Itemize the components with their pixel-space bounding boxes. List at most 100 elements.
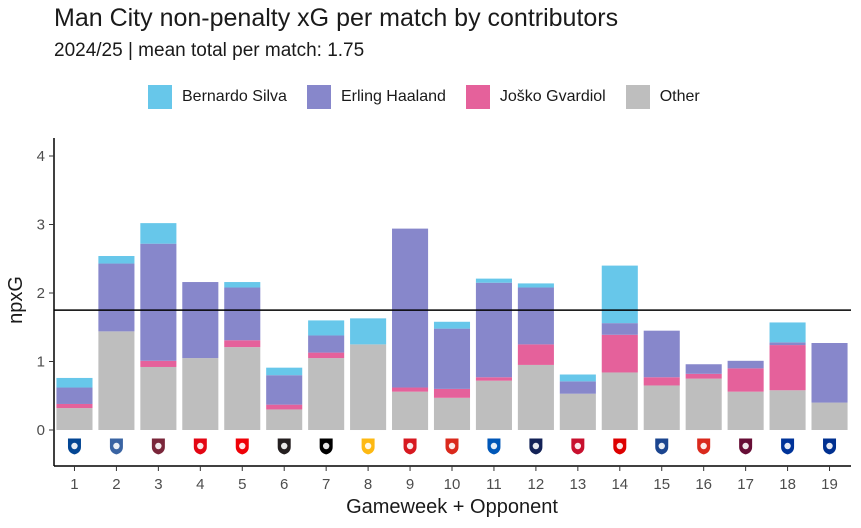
bar-segment-other-gw16 bbox=[685, 378, 722, 431]
x-axis: 1 2 3 4 5 6 7 8 9 10 11 12 13 14 15 16 17 18 19 bbox=[54, 465, 851, 493]
y-tick-label: 0 bbox=[37, 422, 45, 439]
bar-segment-bernardo-silva-gw6 bbox=[266, 367, 303, 376]
bar-segment-other-gw11 bbox=[475, 380, 512, 430]
bar-segment-erling-haaland-gw14 bbox=[601, 323, 638, 335]
bar-segment-other-gw10 bbox=[433, 397, 471, 430]
fulham-crest-icon bbox=[318, 437, 334, 456]
bar-segment-erling-haaland-gw17 bbox=[727, 360, 764, 369]
bar-segment-erling-haaland-gw9 bbox=[392, 228, 429, 388]
bar-segment-jo-ko-gvardiol-gw5 bbox=[224, 340, 261, 348]
y-tick-label: 1 bbox=[37, 354, 45, 371]
x-tick-label: 19 bbox=[821, 476, 838, 493]
y-axis: 0 1 2 3 4 bbox=[37, 138, 55, 466]
bar-segment-jo-ko-gvardiol-gw18 bbox=[769, 345, 806, 391]
bar-segment-bernardo-silva-gw2 bbox=[98, 256, 135, 264]
bar-segment-other-gw3 bbox=[140, 366, 177, 430]
legend-swatch bbox=[148, 85, 172, 109]
bar-segment-erling-haaland-gw18 bbox=[769, 342, 806, 346]
chart-legend: Bernardo Silva Erling Haaland Joško Gvardi… bbox=[148, 82, 720, 112]
bar-segment-other-gw12 bbox=[517, 364, 554, 430]
bar-segment-other-gw8 bbox=[350, 344, 387, 431]
x-tick-label: 3 bbox=[154, 476, 162, 493]
bar-segment-jo-ko-gvardiol-gw15 bbox=[643, 377, 680, 386]
y-tick-label: 4 bbox=[37, 148, 45, 165]
bar-segment-other-gw13 bbox=[559, 393, 596, 430]
legend-label: Other bbox=[659, 88, 700, 105]
bar-segment-jo-ko-gvardiol-gw9 bbox=[392, 387, 429, 392]
x-tick-label: 9 bbox=[406, 476, 414, 493]
x-tick-label: 12 bbox=[528, 476, 545, 493]
bar-segment-other-gw19 bbox=[811, 402, 848, 430]
x-tick-label: 10 bbox=[444, 476, 461, 493]
legend-label: Erling Haaland bbox=[340, 88, 446, 105]
bar-segment-other-gw5 bbox=[224, 347, 261, 430]
bar-segment-erling-haaland-gw5 bbox=[224, 287, 261, 341]
bar-segment-other-gw6 bbox=[266, 409, 303, 430]
bar-segment-other-gw18 bbox=[769, 390, 806, 430]
bar-segment-other-gw15 bbox=[643, 385, 680, 430]
chelsea-crest-icon bbox=[66, 437, 82, 456]
bar-segment-bernardo-silva-gw7 bbox=[308, 320, 345, 336]
bar-segment-bernardo-silva-gw12 bbox=[517, 283, 554, 288]
southampton-crest-icon bbox=[402, 437, 418, 456]
legend-item-other: Other bbox=[625, 85, 700, 109]
manchester-united-crest-icon bbox=[696, 437, 712, 456]
x-tick-label: 4 bbox=[196, 476, 204, 493]
x-tick-label: 15 bbox=[653, 476, 670, 493]
legend-label: Joško Gvardiol bbox=[499, 88, 606, 105]
aston-villa-crest-icon bbox=[738, 437, 754, 456]
chart-subtitle: 2024/25 | mean total per match: 1.75 bbox=[54, 40, 365, 61]
x-axis-title: Gameweek + Opponent bbox=[346, 496, 558, 518]
bar-segment-jo-ko-gvardiol-gw12 bbox=[517, 344, 554, 365]
bar-segment-jo-ko-gvardiol-gw3 bbox=[140, 360, 177, 367]
opponent-icons-group bbox=[66, 437, 838, 456]
bars-group bbox=[56, 223, 848, 431]
x-tick-label: 13 bbox=[569, 476, 586, 493]
bar-segment-jo-ko-gvardiol-gw16 bbox=[685, 373, 722, 379]
bar-segment-jo-ko-gvardiol-gw6 bbox=[266, 404, 303, 410]
bar-segment-jo-ko-gvardiol-gw10 bbox=[433, 388, 471, 398]
bar-segment-bernardo-silva-gw1 bbox=[56, 377, 93, 388]
arsenal-crest-icon bbox=[234, 437, 250, 456]
bar-segment-bernardo-silva-gw10 bbox=[433, 321, 471, 329]
legend-item-bernardo-silva: Bernardo Silva bbox=[148, 85, 287, 109]
bar-segment-bernardo-silva-gw11 bbox=[475, 278, 512, 283]
bar-segment-other-gw14 bbox=[601, 372, 638, 430]
bar-segment-erling-haaland-gw16 bbox=[685, 364, 722, 374]
bar-segment-other-gw7 bbox=[308, 358, 345, 430]
x-tick-label: 18 bbox=[779, 476, 796, 493]
liverpool-crest-icon bbox=[570, 437, 586, 456]
legend-swatch bbox=[465, 85, 490, 109]
west-ham-crest-icon bbox=[150, 437, 166, 456]
bar-segment-erling-haaland-gw12 bbox=[517, 287, 554, 345]
bar-segment-bernardo-silva-gw8 bbox=[350, 318, 387, 345]
bar-segment-other-gw4 bbox=[182, 358, 219, 430]
x-tick-label: 6 bbox=[280, 476, 288, 493]
bar-segment-erling-haaland-gw11 bbox=[475, 282, 512, 378]
bar-segment-erling-haaland-gw19 bbox=[811, 343, 848, 403]
nottingham-forest-crest-icon bbox=[612, 437, 628, 456]
ipswich-crest-icon bbox=[108, 437, 124, 456]
x-tick-label: 17 bbox=[737, 476, 754, 493]
x-tick-label: 5 bbox=[238, 476, 246, 493]
bar-segment-other-gw1 bbox=[56, 408, 93, 430]
bar-segment-bernardo-silva-gw18 bbox=[769, 322, 806, 343]
legend-item-erling-haaland: Erling Haaland bbox=[306, 85, 446, 109]
bar-segment-erling-haaland-gw3 bbox=[140, 243, 177, 361]
y-tick-label: 2 bbox=[37, 285, 45, 302]
leicester-crest-icon bbox=[822, 437, 838, 456]
bournemouth-crest-icon bbox=[444, 437, 460, 456]
x-tick-label: 14 bbox=[611, 476, 628, 493]
tottenham-crest-icon bbox=[528, 437, 544, 456]
x-tick-label: 11 bbox=[486, 476, 502, 493]
bar-segment-erling-haaland-gw2 bbox=[98, 263, 135, 332]
bar-segment-erling-haaland-gw1 bbox=[56, 387, 93, 404]
newcastle-crest-icon bbox=[276, 437, 292, 456]
crystal-palace-crest-icon bbox=[654, 437, 670, 456]
y-axis-title: npxG bbox=[5, 276, 27, 324]
y-tick-label: 3 bbox=[37, 217, 45, 234]
legend-swatch bbox=[306, 85, 331, 109]
chart-title: Man City non-penalty xG per match by con… bbox=[54, 4, 619, 32]
legend-label: Bernardo Silva bbox=[182, 88, 287, 105]
bar-segment-jo-ko-gvardiol-gw17 bbox=[727, 368, 764, 392]
